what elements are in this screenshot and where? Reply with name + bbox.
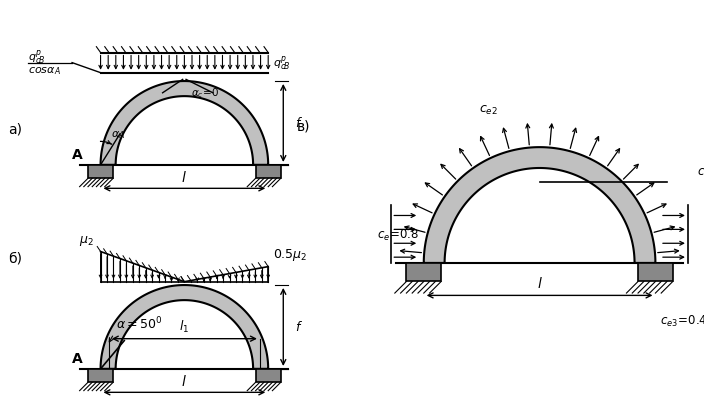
Text: б): б) xyxy=(8,251,23,266)
Bar xyxy=(88,369,113,382)
Text: $l_1$: $l_1$ xyxy=(180,319,189,335)
Bar xyxy=(256,369,281,382)
Polygon shape xyxy=(424,147,655,263)
Text: $f$: $f$ xyxy=(295,320,303,334)
Text: $0.5\mu_2$: $0.5\mu_2$ xyxy=(273,247,308,263)
Text: $l$: $l$ xyxy=(536,276,543,291)
Text: $l$: $l$ xyxy=(182,374,187,389)
Text: $\alpha_c\!=\!0$: $\alpha_c\!=\!0$ xyxy=(191,86,220,100)
Text: $c_e\!=\!0.8$: $c_e\!=\!0.8$ xyxy=(377,228,420,243)
Text: $f$: $f$ xyxy=(295,116,303,130)
Text: $cos\alpha_A$: $cos\alpha_A$ xyxy=(28,65,61,77)
Bar xyxy=(256,165,281,178)
Text: $c_{e3}\!=\!0.4$: $c_{e3}\!=\!0.4$ xyxy=(660,314,704,329)
Text: $c_{e2}$: $c_{e2}$ xyxy=(479,104,498,117)
Bar xyxy=(406,263,441,282)
Polygon shape xyxy=(101,285,268,369)
Text: $\alpha_A$: $\alpha_A$ xyxy=(111,130,125,142)
Text: A: A xyxy=(72,148,82,162)
Text: $l$: $l$ xyxy=(182,170,187,185)
Polygon shape xyxy=(101,81,268,165)
Text: A: A xyxy=(72,352,82,366)
Text: $\mu_2$: $\mu_2$ xyxy=(79,234,94,248)
Text: $\alpha = 50^0$: $\alpha = 50^0$ xyxy=(115,315,162,332)
Text: $q^p_{c\!B}$: $q^p_{c\!B}$ xyxy=(28,49,46,67)
Text: $c_e\!=\!0.4$: $c_e\!=\!0.4$ xyxy=(697,164,704,180)
Text: $q^p_{c\!B}$: $q^p_{c\!B}$ xyxy=(273,55,290,73)
Bar xyxy=(638,263,673,282)
Bar xyxy=(88,165,113,178)
Text: в): в) xyxy=(296,120,310,133)
Text: а): а) xyxy=(8,123,23,137)
